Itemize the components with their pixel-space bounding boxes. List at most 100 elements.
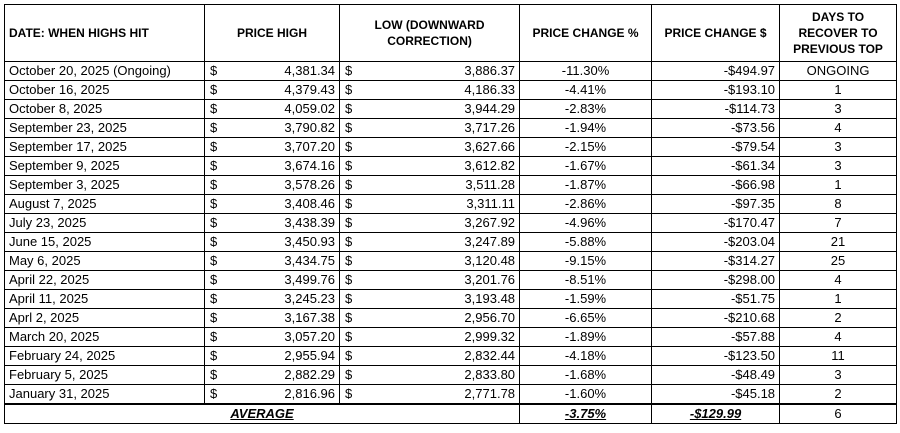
table-cell: $ <box>339 80 360 100</box>
table-cell: 1 <box>779 289 898 309</box>
data-row: Aprl 2, 2025 $3,167.38 $2,956.70 -6.65% -$21… <box>4 308 898 328</box>
table-cell: 2,956.70 <box>359 308 521 328</box>
table-cell: 3 <box>779 99 898 119</box>
table-cell: $ <box>204 365 225 385</box>
table-cell: 4,379.43 <box>224 80 341 100</box>
table-cell: -5.88% <box>519 232 653 252</box>
table-cell: -2.86% <box>519 194 653 214</box>
table-cell: -1.89% <box>519 327 653 347</box>
table-cell: -1.60% <box>519 384 653 405</box>
table-cell: 3,717.26 <box>359 118 521 138</box>
table-cell: $ <box>204 289 225 309</box>
table-cell: -$203.04 <box>651 232 781 252</box>
table-cell: -$66.98 <box>651 175 781 195</box>
data-row: August 7, 2025 $3,408.46 $3,311.11 -2.86% -$… <box>4 194 898 214</box>
table-cell: September 3, 2025 <box>4 175 205 195</box>
table-cell: 1 <box>779 80 898 100</box>
table-cell: $ <box>339 213 360 233</box>
table-cell: $ <box>204 384 225 405</box>
table-cell: -1.59% <box>519 289 653 309</box>
table-cell: October 20, 2025 (Ongoing) <box>4 61 205 81</box>
table-cell: 2,771.78 <box>359 384 521 405</box>
data-row: April 11, 2025 $3,245.23 $3,193.48 -1.59% -$… <box>4 289 898 309</box>
table-cell: 4,059.02 <box>224 99 341 119</box>
table-cell: 11 <box>779 346 898 366</box>
table-cell: -$79.54 <box>651 137 781 157</box>
table-cell: -$314.27 <box>651 251 781 271</box>
table-cell: -$193.10 <box>651 80 781 100</box>
table-cell: -$97.35 <box>651 194 781 214</box>
table-cell: 3,057.20 <box>224 327 341 347</box>
table-cell: -$73.56 <box>651 118 781 138</box>
table-cell: 4 <box>779 270 898 290</box>
table-cell: -$129.99 <box>651 403 781 424</box>
table-cell: -6.65% <box>519 308 653 328</box>
table-cell: -$123.50 <box>651 346 781 366</box>
table-cell: 3,193.48 <box>359 289 521 309</box>
table-cell: 3,245.23 <box>224 289 341 309</box>
table-cell: May 6, 2025 <box>4 251 205 271</box>
table-cell: -9.15% <box>519 251 653 271</box>
table-cell: 3,247.89 <box>359 232 521 252</box>
table-cell: January 31, 2025 <box>4 384 205 405</box>
data-row: April 22, 2025 $3,499.76 $3,201.76 -8.51% -$… <box>4 270 898 290</box>
table-cell: -$57.88 <box>651 327 781 347</box>
table-cell: -3.75% <box>519 403 653 424</box>
table-cell: February 24, 2025 <box>4 346 205 366</box>
table-cell: AVERAGE <box>3 403 521 424</box>
table-cell: $ <box>204 251 225 271</box>
table-cell: 3 <box>779 156 898 176</box>
table-cell: -1.94% <box>519 118 653 138</box>
price-table: DATE: WHEN HIGHS HIT PRICE HIGH LOW (DOW… <box>3 4 898 424</box>
data-row: September 9, 2025 $3,674.16 $3,612.82 -1.67… <box>4 156 898 176</box>
table-cell: April 22, 2025 <box>4 270 205 290</box>
table-cell: April 11, 2025 <box>4 289 205 309</box>
table-cell: $ <box>204 61 225 81</box>
table-cell: September 9, 2025 <box>4 156 205 176</box>
table-cell: $ <box>339 289 360 309</box>
table-cell: -$45.18 <box>651 384 781 405</box>
table-cell: 3,499.76 <box>224 270 341 290</box>
table-cell: $ <box>339 118 360 138</box>
table-cell: -2.15% <box>519 137 653 157</box>
data-row: September 17, 2025 $3,707.20 $3,627.66 -2.1… <box>4 137 898 157</box>
table-cell: July 23, 2025 <box>4 213 205 233</box>
table-cell: 4,381.34 <box>224 61 341 81</box>
table-cell: $ <box>339 327 360 347</box>
table-cell: 2,816.96 <box>224 384 341 405</box>
data-row: October 20, 2025 (Ongoing) $4,381.34 $3,88… <box>4 61 898 81</box>
header-cell: LOW (DOWNWARD CORRECTION) <box>339 4 521 62</box>
table-cell: $ <box>339 61 360 81</box>
table-cell: 3,408.46 <box>224 194 341 214</box>
table-cell: -4.96% <box>519 213 653 233</box>
table-cell: $ <box>339 232 360 252</box>
table-cell: $ <box>204 327 225 347</box>
table-cell: $ <box>339 137 360 157</box>
table-cell: Aprl 2, 2025 <box>4 308 205 328</box>
table-cell: -4.18% <box>519 346 653 366</box>
table-cell: $ <box>204 194 225 214</box>
table-cell: $ <box>339 194 360 214</box>
table-cell: $ <box>204 270 225 290</box>
table-cell: $ <box>339 99 360 119</box>
table-cell: $ <box>204 308 225 328</box>
table-cell: -8.51% <box>519 270 653 290</box>
data-row: February 5, 2025 $2,882.29 $2,833.80 -1.68%… <box>4 365 898 385</box>
table-cell: 4,186.33 <box>359 80 521 100</box>
table-cell: March 20, 2025 <box>4 327 205 347</box>
table-cell: $ <box>204 118 225 138</box>
table-cell: 7 <box>779 213 898 233</box>
table-cell: $ <box>204 175 225 195</box>
table-cell: October 8, 2025 <box>4 99 205 119</box>
data-row: March 20, 2025 $3,057.20 $2,999.32 -1.89% -$… <box>4 327 898 347</box>
table-cell: $ <box>339 175 360 195</box>
table-cell: $ <box>204 137 225 157</box>
table-cell: $ <box>339 251 360 271</box>
table-cell: September 23, 2025 <box>4 118 205 138</box>
table-cell: 3,627.66 <box>359 137 521 157</box>
table-cell: $ <box>339 308 360 328</box>
table-cell: 2,999.32 <box>359 327 521 347</box>
table-cell: 21 <box>779 232 898 252</box>
table-cell: October 16, 2025 <box>4 80 205 100</box>
